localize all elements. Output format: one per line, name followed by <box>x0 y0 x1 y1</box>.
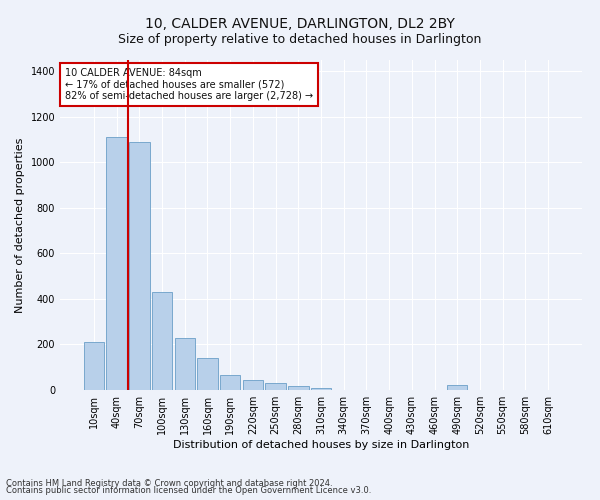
Bar <box>129 142 149 390</box>
Bar <box>152 292 172 390</box>
Bar <box>288 386 308 390</box>
Y-axis label: Number of detached properties: Number of detached properties <box>15 138 25 312</box>
Bar <box>197 358 218 390</box>
Text: Contains HM Land Registry data © Crown copyright and database right 2024.: Contains HM Land Registry data © Crown c… <box>6 478 332 488</box>
Bar <box>106 138 127 390</box>
Text: 10, CALDER AVENUE, DARLINGTON, DL2 2BY: 10, CALDER AVENUE, DARLINGTON, DL2 2BY <box>145 18 455 32</box>
Bar <box>84 342 104 390</box>
Text: Size of property relative to detached houses in Darlington: Size of property relative to detached ho… <box>118 32 482 46</box>
X-axis label: Distribution of detached houses by size in Darlington: Distribution of detached houses by size … <box>173 440 469 450</box>
Text: Contains public sector information licensed under the Open Government Licence v3: Contains public sector information licen… <box>6 486 371 495</box>
Bar <box>265 383 286 390</box>
Bar <box>242 380 263 390</box>
Bar <box>311 388 331 390</box>
Bar <box>175 338 195 390</box>
Bar <box>220 375 241 390</box>
Text: 10 CALDER AVENUE: 84sqm
← 17% of detached houses are smaller (572)
82% of semi-d: 10 CALDER AVENUE: 84sqm ← 17% of detache… <box>65 68 313 102</box>
Bar <box>447 385 467 390</box>
